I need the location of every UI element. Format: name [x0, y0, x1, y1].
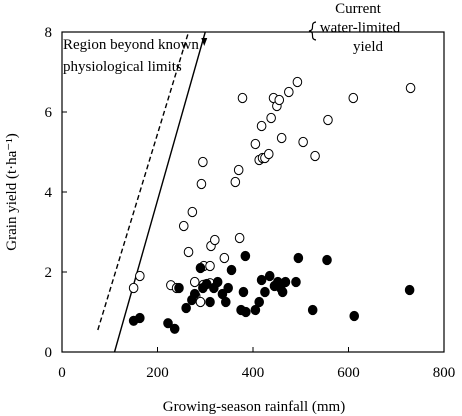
filled-point: [212, 276, 223, 288]
x-tick-label: 800: [433, 365, 456, 381]
filled-point: [240, 250, 251, 262]
open-point: [183, 246, 194, 258]
open-point: [128, 282, 139, 294]
annotation-brace: [308, 21, 317, 41]
annotation-region-line-2: physiological limits: [63, 59, 182, 75]
filled-point: [256, 274, 267, 286]
data-points: [128, 76, 416, 334]
plot-frame: [61, 31, 445, 353]
open-point: [256, 120, 267, 132]
y-tick-label: 8: [45, 25, 53, 41]
open-point: [189, 276, 200, 288]
physiological-limit-line: [97, 31, 190, 331]
open-point: [250, 138, 261, 150]
filled-point: [260, 286, 270, 298]
filled-point: [163, 318, 173, 329]
open-point: [266, 112, 276, 124]
open-point: [292, 76, 303, 88]
axes: 0 200 400 600 800 0 2 4 6 8: [45, 25, 456, 381]
open-point: [219, 252, 230, 264]
open-point: [233, 164, 244, 176]
open-point: [196, 178, 207, 190]
annotation-current-line-2: water-limited: [320, 20, 401, 36]
filled-point: [250, 304, 261, 316]
open-point: [348, 92, 359, 104]
arrow-head: [201, 38, 208, 46]
filled-point: [238, 286, 249, 298]
y-tick-label: 6: [45, 105, 53, 121]
annotation-current-line-3: yield: [353, 39, 383, 55]
filled-point: [349, 310, 360, 322]
open-point: [405, 82, 416, 94]
filled-point: [226, 264, 237, 276]
filled-point: [169, 323, 180, 334]
filled-point: [293, 252, 304, 264]
reference-lines: [97, 31, 208, 353]
filled-point: [291, 276, 301, 288]
open-point: [323, 114, 333, 126]
filled-point: [189, 288, 200, 300]
x-axis-label: Growing-season rainfall (mm): [163, 399, 345, 415]
annotation-current-line-1: Current: [335, 1, 382, 17]
filled-point: [280, 276, 291, 288]
open-point: [298, 136, 308, 148]
filled-point: [223, 282, 233, 294]
filled-point: [195, 262, 206, 274]
y-tick-label: 0: [45, 345, 53, 361]
filled-point: [181, 302, 191, 314]
open-point: [187, 206, 198, 218]
filled-point: [254, 296, 265, 308]
filled-point: [307, 304, 318, 316]
open-point: [135, 270, 145, 282]
x-tick-label: 200: [146, 365, 169, 381]
open-point: [205, 260, 215, 272]
open-point: [284, 86, 294, 98]
annotation-region-line-1: Region beyond known: [63, 37, 199, 53]
open-point: [237, 92, 248, 104]
x-tick-label: 0: [58, 365, 66, 381]
open-point: [276, 132, 287, 144]
filled-point: [322, 254, 332, 266]
open-point: [178, 220, 189, 232]
y-tick-label: 4: [45, 185, 53, 201]
y-tick-label: 2: [45, 265, 53, 281]
water-limited-yield-line: [113, 31, 206, 353]
x-tick-label: 400: [242, 365, 265, 381]
open-point: [274, 94, 285, 106]
open-point: [310, 150, 320, 162]
open-point: [198, 156, 208, 168]
open-point: [263, 148, 274, 160]
filled-point: [135, 312, 145, 324]
filled-point: [404, 284, 415, 296]
x-tick-label: 600: [337, 365, 360, 381]
y-axis-label: Grain yield (t·ha⁻¹): [4, 133, 20, 250]
filled-point: [264, 270, 275, 282]
filled-point: [241, 306, 251, 318]
open-point: [195, 296, 206, 308]
filled-point: [205, 296, 215, 308]
filled-point: [174, 282, 184, 294]
open-point: [234, 232, 245, 244]
filled-point: [220, 296, 231, 308]
filled-point: [277, 286, 288, 298]
open-point: [210, 234, 220, 246]
open-point: [230, 176, 241, 188]
